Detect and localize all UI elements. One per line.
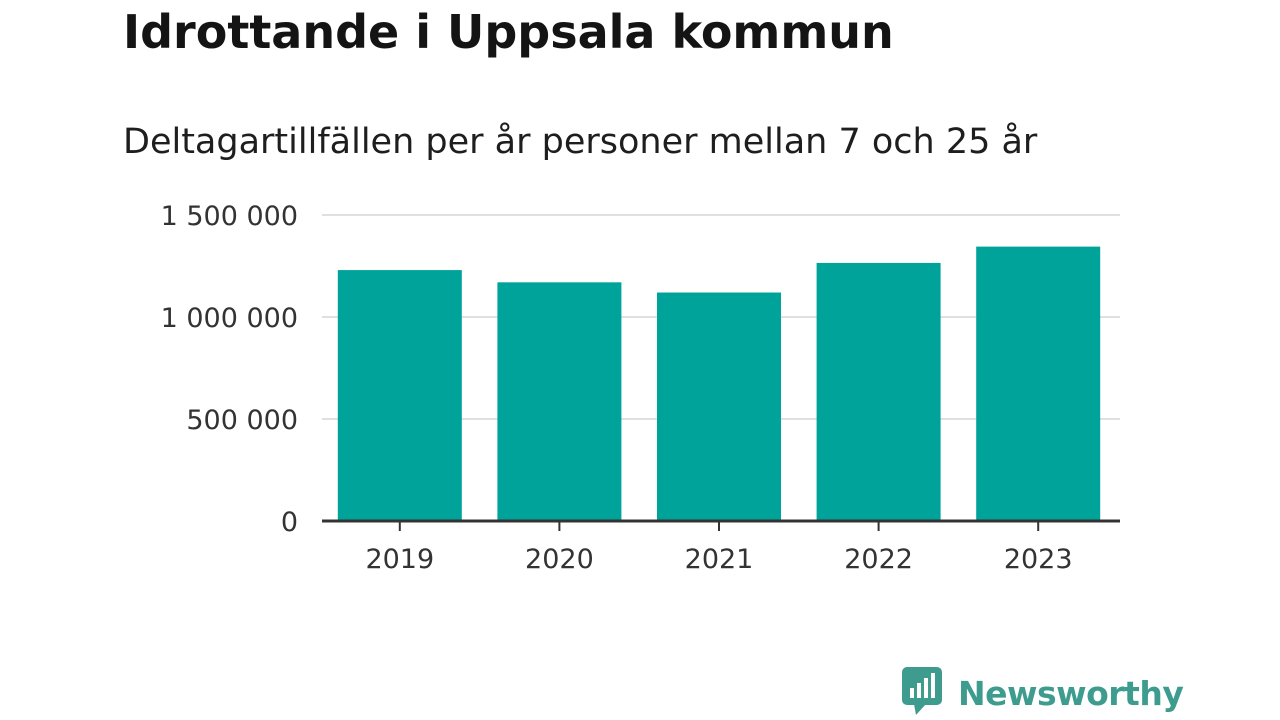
bar-chart-speech-bubble-icon [902,667,944,719]
bar-2019 [337,270,462,521]
bars [337,246,1101,521]
brand-name: Newsworthy [958,673,1184,713]
chart-title: Idrottande i Uppsala kommun [123,5,894,59]
y-tick-label: 1 000 000 [161,303,298,334]
y-axis-ticks: 0 500 000 1 000 000 1 500 000 [161,201,298,538]
x-tick-label: 2021 [685,544,754,575]
x-axis-ticks: 2019 2020 2021 2022 2023 [365,521,1073,575]
chart-subtitle: Deltagartillfällen per år personer mella… [123,122,1038,162]
y-tick-label: 500 000 [186,405,298,436]
x-tick-label: 2023 [1004,544,1073,575]
brand-logo: Newsworthy [902,667,1184,719]
bar-2022 [816,262,941,521]
x-tick-label: 2020 [525,544,594,575]
bar-2020 [497,282,622,521]
bar-2021 [657,292,781,521]
bar-2023 [976,246,1101,521]
y-tick-label: 0 [281,507,298,538]
x-tick-label: 2019 [365,544,434,575]
x-tick-label: 2022 [844,544,913,575]
y-tick-label: 1 500 000 [161,201,298,232]
